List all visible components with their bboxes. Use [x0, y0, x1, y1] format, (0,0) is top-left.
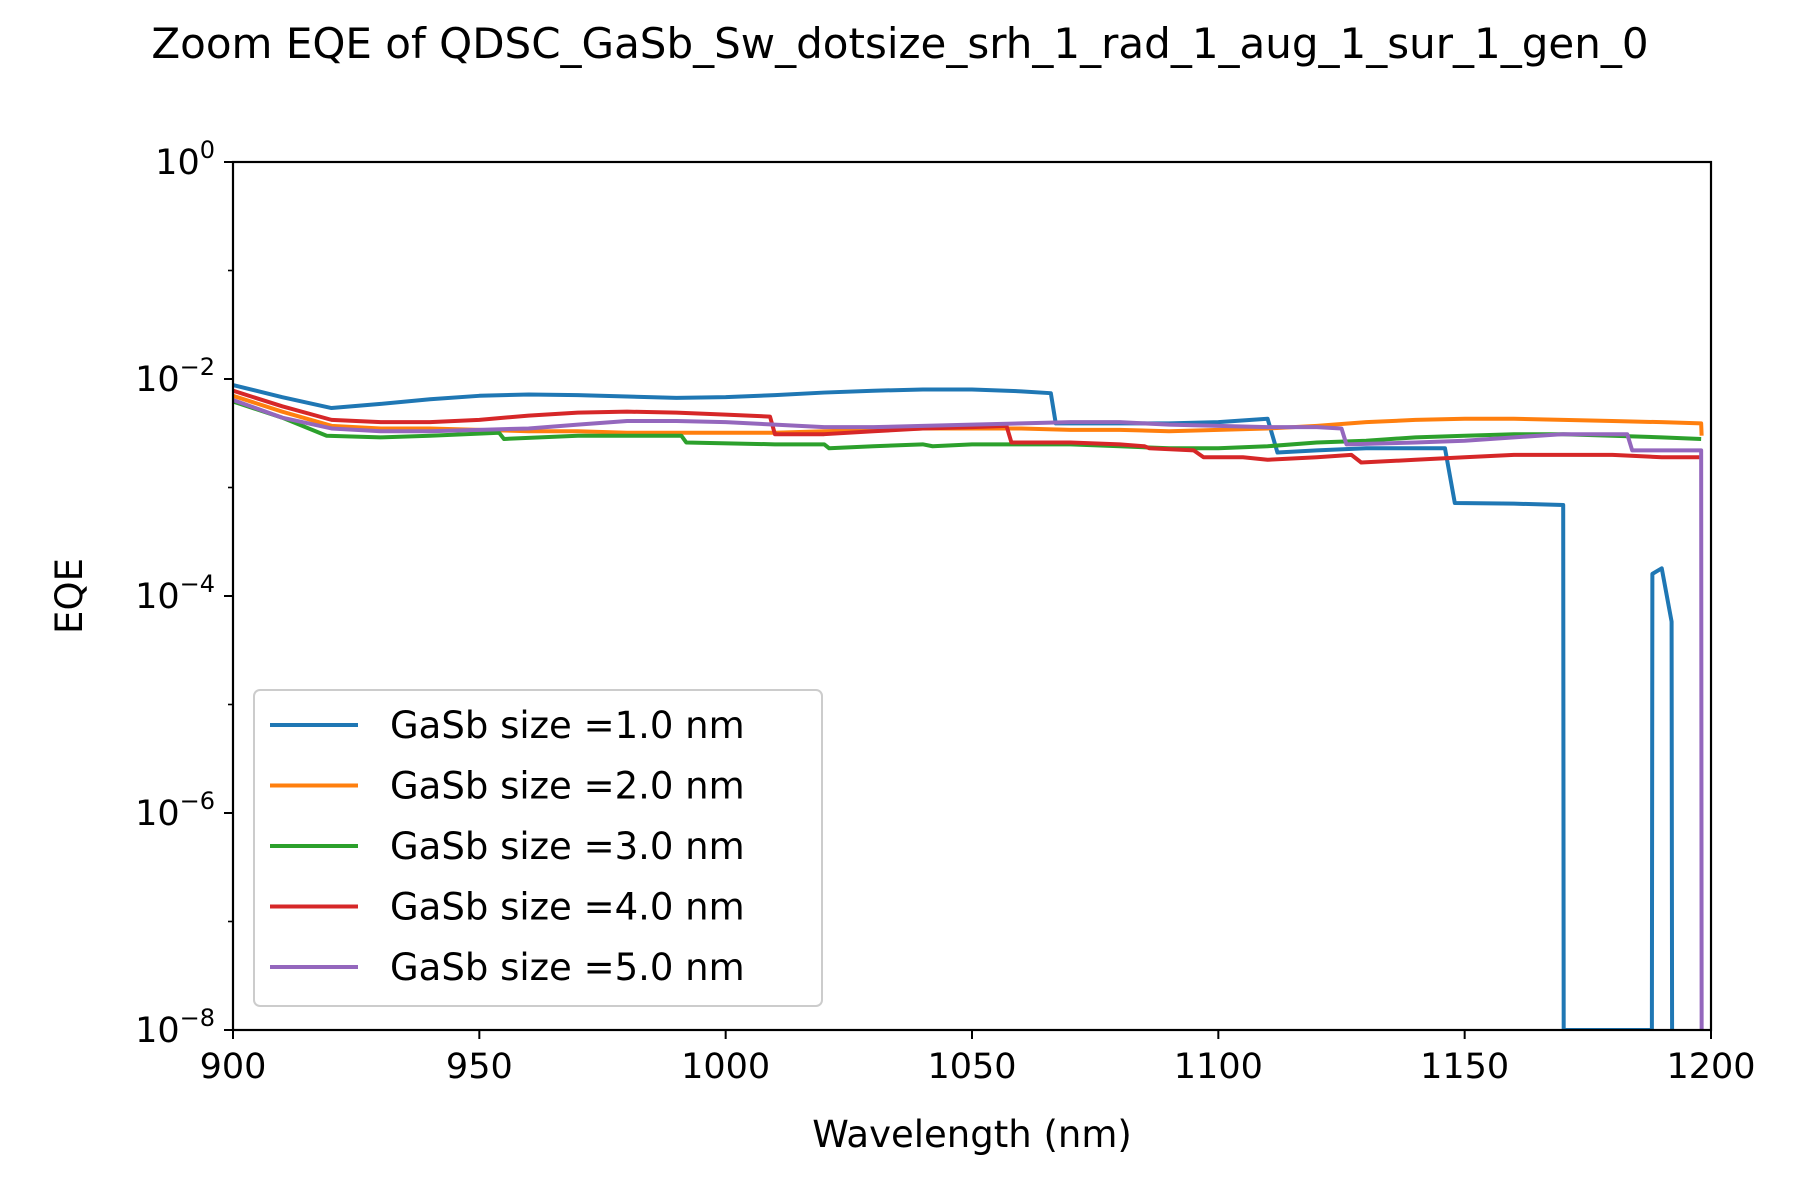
y-tick-label: 100: [155, 136, 215, 183]
x-tick-label: 950: [446, 1047, 513, 1087]
x-tick-label: 900: [200, 1047, 267, 1087]
series-line-5: [233, 398, 1704, 1030]
y-axis: 10−8 10−6 10−4 10−2 100: [135, 136, 233, 1051]
x-tick-label: 1150: [1420, 1047, 1509, 1087]
x-axis: 900 950 1000 1050 1100 1150 1200: [200, 1030, 1756, 1087]
y-tick-label: 10−6: [135, 787, 215, 834]
legend-label-4: GaSb size =4.0 nm: [390, 886, 745, 929]
legend-label-5: GaSb size =5.0 nm: [390, 946, 745, 989]
legend: GaSb size =1.0 nm GaSb size =2.0 nm GaSb s…: [253, 689, 823, 1007]
series-line-3: [233, 399, 1702, 451]
x-axis-label: Wavelength (nm): [812, 1113, 1132, 1156]
series-layer: [233, 383, 1704, 1030]
legend-label-2: GaSb size =2.0 nm: [390, 765, 745, 808]
chart-title: Zoom EQE of QDSC_GaSb_Sw_dotsize_srh_1_r…: [151, 19, 1648, 68]
x-tick-label: 1200: [1666, 1047, 1755, 1087]
legend-label-1: GaSb size =1.0 nm: [390, 704, 745, 747]
series-line-4: [233, 388, 1702, 465]
x-tick-label: 1050: [927, 1047, 1016, 1087]
y-tick-label: 10−2: [135, 353, 215, 400]
legend-label-3: GaSb size =3.0 nm: [390, 825, 745, 868]
x-tick-label: 1100: [1174, 1047, 1263, 1087]
y-tick-label: 10−4: [135, 570, 215, 617]
y-axis-label: EQE: [48, 558, 91, 634]
legend-box: [253, 689, 823, 1007]
y-tick-label: 10−8: [135, 1004, 215, 1051]
x-tick-label: 1000: [681, 1047, 770, 1087]
